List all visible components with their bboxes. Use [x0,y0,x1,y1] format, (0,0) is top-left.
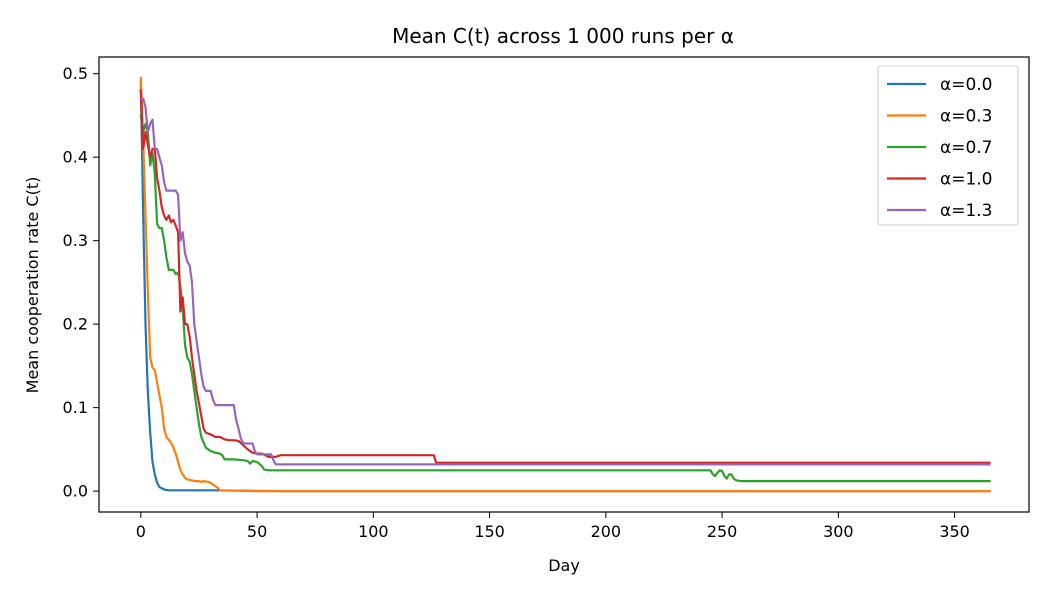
x-tick-label: 0 [136,522,146,541]
series-line-3 [139,89,991,464]
chart-title: Mean C(t) across 1 000 runs per α [392,24,734,48]
legend-label-2: α=0.7 [940,138,993,158]
y-tick-label: 0.5 [63,64,88,83]
y-tick-label: 0.2 [63,315,88,334]
x-axis-label: Day [548,556,580,575]
plot-area [139,76,991,493]
series-line-1 [139,76,991,493]
legend-label-4: α=1.3 [940,201,993,221]
x-tick-label: 350 [939,522,970,541]
y-tick-label: 0.3 [63,231,88,250]
legend: α=0.0 α=0.3 α=0.7 α=1.0 α=1.3 [877,65,1019,226]
x-tick-label: 50 [247,522,267,541]
y-axis-label: Mean cooperation rate C(t) [23,177,42,394]
x-tick-label: 250 [707,522,738,541]
x-tick-label: 150 [474,522,505,541]
y-tick-label: 0.4 [63,148,88,167]
series-line-4 [139,97,991,466]
x-tick-label: 300 [823,522,854,541]
legend-label-3: α=1.0 [940,170,993,190]
y-tick-label: 0.0 [63,482,88,501]
legend-label-0: α=0.0 [940,75,993,95]
legend-label-1: α=0.3 [940,107,993,127]
plot-frame [98,56,1030,513]
series-line-2 [139,114,991,483]
y-tick-label: 0.1 [63,398,88,417]
series-line-0 [139,80,991,493]
x-tick-label: 200 [591,522,622,541]
axis-ticks: 0 50 100 150 200 250 300 350 0.0 0.1 0.2 0.3 0.4 0.5 [63,64,970,541]
legend-box [877,65,1019,226]
x-tick-label: 100 [358,522,389,541]
